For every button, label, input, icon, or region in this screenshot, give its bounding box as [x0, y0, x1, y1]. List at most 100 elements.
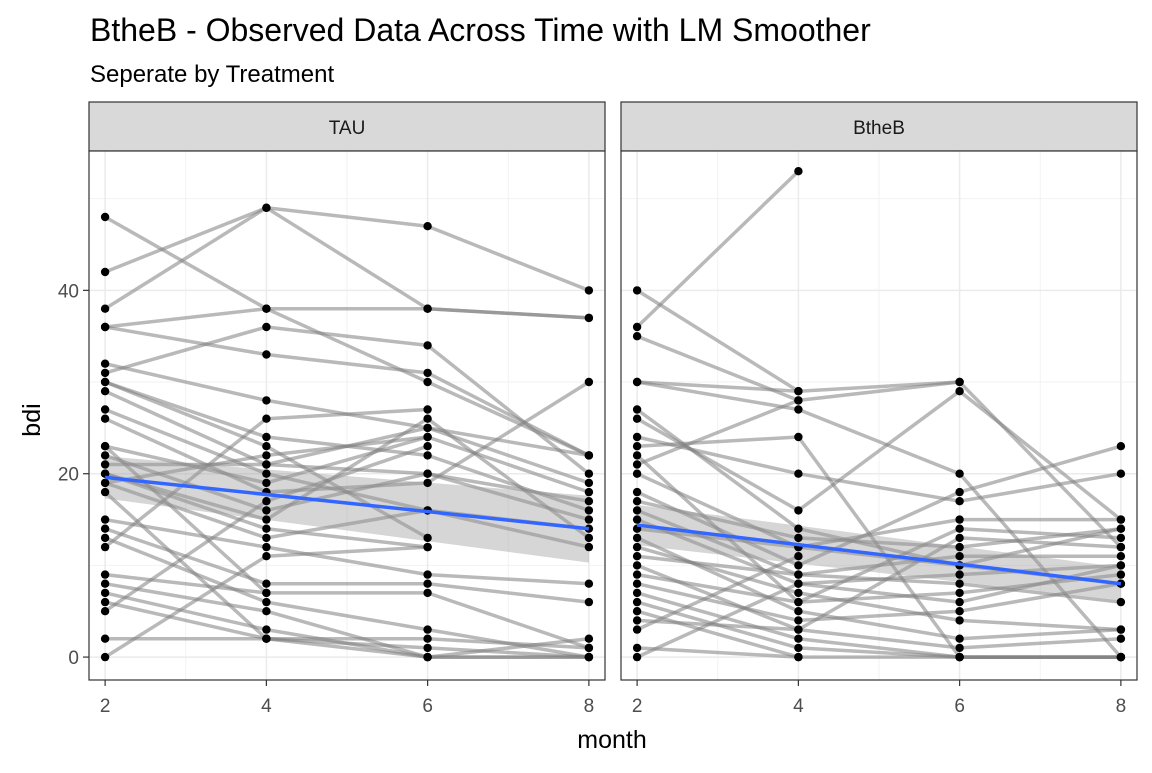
smoother-line [104, 475, 590, 531]
data-point [100, 570, 110, 579]
data-point [632, 469, 642, 478]
trajectory-line [637, 536, 1121, 632]
data-point [100, 304, 110, 313]
trajectory-line [636, 389, 1122, 521]
data-point [794, 469, 803, 478]
data-point [423, 405, 432, 414]
data-point [262, 506, 271, 515]
data-point [955, 515, 964, 524]
data-point [262, 515, 271, 524]
trajectory-line [104, 325, 590, 476]
data-point [100, 469, 110, 478]
data-point [632, 579, 642, 588]
x-tick-label: 4 [793, 696, 804, 717]
data-point [262, 634, 271, 643]
data-point [955, 579, 964, 588]
data-point [1116, 524, 1126, 533]
data-point [955, 652, 964, 662]
data-point [632, 533, 642, 543]
data-point [955, 497, 964, 506]
data-point [1116, 625, 1126, 634]
data-point [100, 588, 110, 598]
x-tick-label: 6 [422, 696, 433, 717]
data-point [632, 286, 642, 295]
data-point [100, 451, 110, 460]
data-point [632, 322, 642, 332]
facet-strip [88, 101, 606, 152]
data-point [584, 506, 594, 515]
data-point [1116, 561, 1126, 570]
trajectory-line [104, 380, 590, 494]
trajectory-line [635, 454, 1121, 604]
trajectory-line [636, 563, 1121, 650]
data-point [794, 616, 803, 625]
data-point [794, 533, 803, 543]
facet-panel-tau: TAU 2 4 6 8 0 20 40 [58, 101, 606, 717]
data-point [262, 322, 271, 332]
trajectory-line [637, 380, 1123, 549]
facet-panels: TAU 2 4 6 8 0 20 40 BtheB 2 4 6 8 [58, 101, 1138, 717]
trajectory-line [104, 215, 590, 457]
data-point [632, 414, 642, 423]
data-point [423, 570, 432, 579]
data-point [1116, 634, 1126, 643]
data-point [632, 597, 642, 607]
data-point [262, 597, 271, 607]
data-point [100, 414, 110, 423]
trajectory-line [636, 609, 1121, 659]
trajectory-line [103, 490, 589, 659]
data-point [584, 313, 594, 323]
data-point [1116, 597, 1126, 607]
data-point [584, 286, 594, 295]
data-point [632, 506, 642, 515]
data-point [794, 387, 803, 396]
data-point [632, 616, 642, 625]
data-point [584, 377, 594, 387]
data-point [955, 607, 964, 616]
data-point [1116, 579, 1126, 588]
data-point [100, 212, 110, 222]
data-point [794, 396, 803, 405]
trajectory-line [636, 563, 1122, 659]
data-point [100, 377, 110, 387]
data-point [794, 432, 803, 442]
data-point [584, 469, 594, 478]
data-point [1116, 515, 1126, 524]
data-point [794, 607, 803, 616]
x-tick-label: 2 [632, 696, 643, 717]
data-point [794, 570, 803, 579]
data-point [100, 579, 110, 588]
data-point [423, 533, 432, 543]
trajectory-line [104, 306, 589, 329]
data-point [262, 478, 271, 488]
data-point [955, 524, 964, 533]
data-point [100, 368, 110, 378]
data-point [262, 497, 271, 506]
data-point [1116, 533, 1126, 543]
x-axis-title: month [577, 726, 646, 754]
x-tick-label: 8 [584, 696, 595, 717]
data-point [632, 607, 642, 616]
data-point [100, 533, 110, 543]
data-point [632, 643, 642, 653]
data-point [632, 377, 642, 387]
data-point [584, 451, 594, 460]
x-tick-label: 2 [100, 696, 111, 717]
data-point [955, 542, 964, 552]
data-point [794, 524, 803, 533]
data-point [632, 652, 642, 662]
data-point [423, 222, 432, 231]
data-point [423, 341, 432, 350]
data-point [584, 533, 594, 543]
data-point [100, 322, 110, 332]
data-point [262, 469, 271, 478]
data-point [423, 414, 432, 423]
data-point [100, 359, 110, 368]
trajectory-line [636, 435, 1122, 503]
data-point [262, 588, 271, 598]
data-point [584, 597, 594, 607]
data-point [794, 652, 803, 662]
trajectory-line [635, 169, 800, 329]
data-point [423, 442, 432, 451]
data-point [100, 607, 110, 616]
